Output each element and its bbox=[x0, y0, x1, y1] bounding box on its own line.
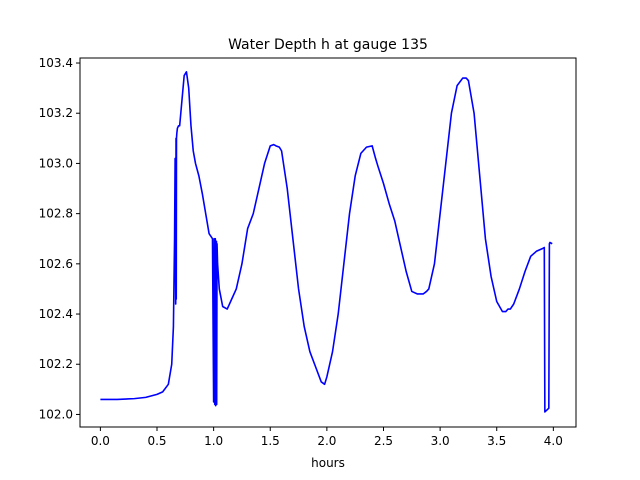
axes-frame bbox=[79, 57, 577, 428]
y-tick-label: 102.4 bbox=[39, 307, 73, 321]
x-tick-label: 2.5 bbox=[374, 434, 393, 448]
chart-title: Water Depth h at gauge 135 bbox=[228, 37, 428, 53]
y-tick-label: 102.6 bbox=[39, 257, 73, 271]
x-tick-label: 3.0 bbox=[431, 434, 450, 448]
series-line-0 bbox=[100, 71, 553, 413]
y-tick-label: 103.2 bbox=[39, 106, 73, 120]
x-axis-label: hours bbox=[311, 456, 345, 470]
x-tick-label: 1.5 bbox=[261, 434, 280, 448]
x-tick-label: 0.5 bbox=[147, 434, 166, 448]
x-tick-label: 3.5 bbox=[487, 434, 506, 448]
y-tick-label: 103.4 bbox=[39, 56, 73, 70]
y-tick-label: 102.2 bbox=[39, 357, 73, 371]
x-tick-label: 1.0 bbox=[204, 434, 223, 448]
y-tick-label: 102.0 bbox=[39, 407, 73, 421]
x-tick-label: 2.0 bbox=[317, 434, 336, 448]
y-tick-label: 102.8 bbox=[39, 207, 73, 221]
ticks-layer: 0.0 0.5 1.0 1.5 2.0 2.5 3.0 3.5 4.0 102.0 102.2 102… bbox=[39, 56, 563, 448]
plot-area bbox=[100, 71, 553, 413]
x-tick-label: 0.0 bbox=[91, 434, 110, 448]
x-tick-label: 4.0 bbox=[544, 434, 563, 448]
y-tick-label: 103.0 bbox=[39, 156, 73, 170]
